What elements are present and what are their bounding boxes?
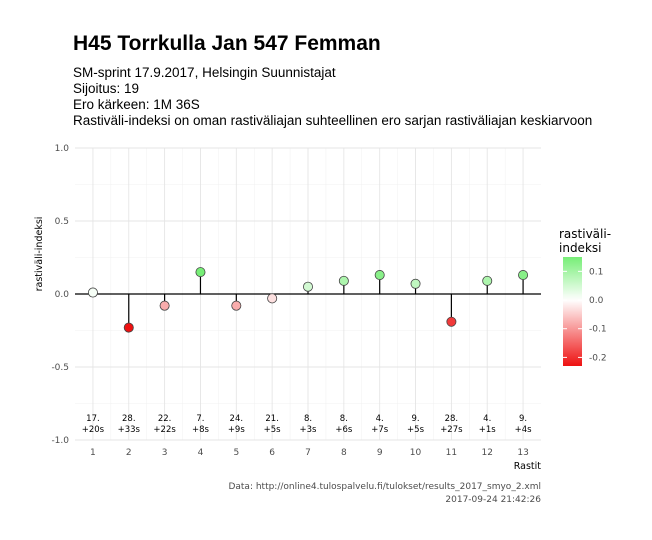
x-tick-label: 11: [446, 448, 457, 458]
rank-label: 17.: [86, 414, 100, 424]
x-axis-title: Rastit: [514, 461, 542, 472]
time-diff-label: +5s: [264, 425, 282, 435]
time-diff-label: +33s: [118, 425, 141, 435]
data-source-caption: Data: http://online4.tulospalvelu.fi/tul…: [228, 482, 541, 492]
y-tick-label: -0.5: [51, 363, 69, 373]
time-diff-label: +3s: [300, 425, 318, 435]
rank-label: 9.: [519, 414, 527, 424]
x-tick-label: 5: [233, 448, 239, 458]
time-diff-label: +6s: [335, 425, 353, 435]
x-tick-label: 10: [410, 448, 422, 458]
y-axis-title: rastiväli-indeksi: [34, 217, 45, 292]
y-tick-label: 1.0: [55, 144, 70, 154]
data-point: [374, 270, 385, 281]
x-tick-label: 2: [126, 448, 132, 458]
time-diff-label: +20s: [82, 425, 105, 435]
x-tick-label: 13: [517, 448, 528, 458]
legend-title-line-2: indeksi: [559, 241, 601, 255]
y-tick-label: 0.5: [55, 217, 69, 227]
rank-label: 9.: [411, 414, 419, 424]
subtitle-placement: Sijoitus: 19: [73, 81, 140, 96]
x-tick-label: 9: [377, 448, 383, 458]
data-point: [482, 275, 493, 286]
data-point: [446, 316, 457, 327]
time-diff-label: +27s: [440, 425, 463, 435]
legend-tick-label: -0.2: [589, 353, 607, 363]
time-diff-label: +5s: [407, 425, 425, 435]
time-diff-label: +4s: [515, 425, 533, 435]
rank-label: 24.: [230, 414, 244, 424]
time-diff-label: +1s: [479, 425, 497, 435]
data-point: [267, 293, 278, 304]
data-point: [231, 300, 242, 311]
time-diff-label: +9s: [228, 425, 246, 435]
x-tick-label: 8: [341, 448, 347, 458]
time-diff-label: +7s: [371, 425, 389, 435]
legend-tick-label: 0.0: [589, 296, 604, 306]
rank-label: 8.: [304, 414, 312, 424]
legend-colorbar: [563, 257, 582, 366]
rank-label: 4.: [376, 414, 384, 424]
data-point: [338, 275, 349, 286]
legend-tick-label: -0.1: [589, 325, 607, 335]
data-point: [87, 287, 98, 298]
data-point: [195, 267, 206, 278]
subtitle-gap-to-leader: Ero kärkeen: 1M 36S: [73, 97, 200, 112]
rank-label: 28.: [445, 414, 459, 424]
time-diff-label: +22s: [153, 425, 176, 435]
subtitle-index-explanation: Rastiväli-indeksi on oman rastiväliajan …: [73, 113, 593, 128]
x-tick-label: 1: [90, 448, 96, 458]
x-tick-label: 7: [305, 448, 311, 458]
legend-title: rastiväli-: [559, 227, 611, 241]
rank-label: 28.: [122, 414, 136, 424]
x-tick-label: 4: [198, 448, 204, 458]
y-tick-label: -1.0: [51, 436, 69, 446]
y-tick-label: 0.0: [55, 290, 70, 300]
data-point: [159, 300, 170, 311]
rank-label: 8.: [340, 414, 348, 424]
legend-tick-label: 0.1: [589, 267, 603, 277]
rank-label: 21.: [265, 414, 279, 424]
chart-title: H45 Torrkulla Jan 547 Femman: [73, 32, 381, 55]
x-tick-label: 12: [482, 448, 493, 458]
rank-label: 7.: [196, 414, 204, 424]
timestamp-caption: 2017-09-24 21:42:26: [445, 495, 541, 505]
x-tick-label: 6: [269, 448, 275, 458]
x-tick-label: 3: [162, 448, 168, 458]
data-point: [518, 270, 529, 281]
data-point: [302, 281, 313, 292]
rank-label: 4.: [483, 414, 491, 424]
rank-label: 22.: [158, 414, 172, 424]
data-point: [123, 322, 134, 333]
subtitle-event: SM-sprint 17.9.2017, Helsingin Suunnista…: [73, 65, 336, 80]
data-point: [410, 278, 421, 289]
time-diff-label: +8s: [192, 425, 210, 435]
